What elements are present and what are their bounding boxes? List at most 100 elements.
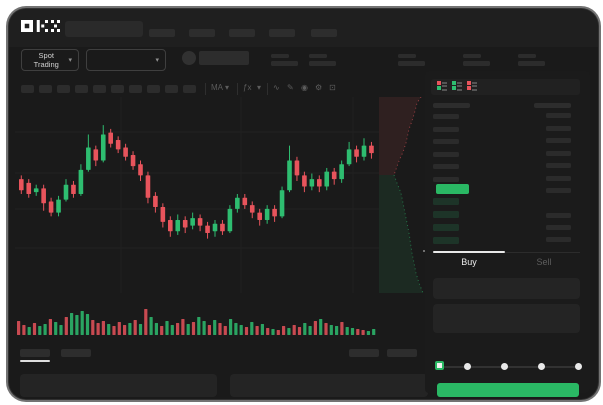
ticker-stat-value	[463, 61, 490, 66]
settings-gear-icon[interactable]: ⚙	[315, 83, 323, 92]
nav-item-placeholder[interactable]	[189, 29, 215, 37]
book-both-icon[interactable]	[437, 81, 448, 92]
book-row	[546, 188, 571, 193]
orderbook-col-header	[534, 103, 571, 108]
book-row	[546, 213, 571, 218]
amount-slider-handle[interactable]	[435, 361, 444, 370]
draw-tool-icon[interactable]: ✎	[287, 83, 294, 92]
line-style-icon[interactable]: ∿	[273, 83, 280, 92]
orderbook-col-header	[433, 103, 470, 108]
book-icon-dots	[452, 81, 456, 92]
bottom-tab-right[interactable]	[349, 349, 379, 357]
chevron-down-icon[interactable]: ▾	[225, 83, 230, 92]
ask-row	[433, 164, 459, 169]
timeframe-button[interactable]	[21, 85, 34, 93]
ask-row	[433, 126, 459, 132]
ask-row	[433, 151, 459, 157]
book-row	[546, 237, 571, 242]
timeframe-button[interactable]	[111, 85, 124, 93]
ticker-stat-label	[518, 54, 536, 58]
ticker-stat-value	[518, 61, 545, 66]
candlestick-chart[interactable]	[15, 97, 379, 293]
bid-row	[433, 237, 459, 244]
orders-panel-placeholder	[20, 374, 217, 397]
slider-stop[interactable]	[464, 363, 471, 370]
history-panel-placeholder	[230, 374, 428, 397]
buy-submit-button[interactable]	[437, 383, 579, 397]
book-row	[546, 225, 571, 230]
last-price-badge	[436, 184, 469, 194]
buy-sell-tab-divider	[433, 252, 580, 253]
chevron-down-icon[interactable]: ▾	[257, 83, 262, 92]
tab-sell[interactable]: Sell	[536, 257, 552, 267]
book-row	[546, 163, 571, 168]
bottom-tab[interactable]	[61, 349, 91, 357]
bottom-tab-underline	[20, 360, 50, 362]
ask-row	[433, 176, 459, 182]
slider-stop[interactable]	[538, 363, 545, 370]
bottom-tab-active[interactable]	[20, 349, 50, 357]
app-window: Spot Trading ▾ ▾ MA ▾ ƒx ▾ ∿ ✎ ◉ ⚙ ⊡	[8, 8, 599, 400]
price-input-placeholder[interactable]	[433, 278, 580, 299]
book-icon-dots	[437, 81, 441, 92]
ticker-stat-value	[271, 61, 298, 66]
ticker-stat-label	[309, 54, 327, 58]
ticker-stat-value	[398, 61, 425, 66]
slider-stop[interactable]	[575, 363, 582, 370]
amount-input-placeholder[interactable]	[433, 304, 580, 333]
timeframe-button[interactable]	[183, 85, 196, 93]
nav-item-placeholder[interactable]	[149, 29, 175, 37]
nav-item-placeholder[interactable]	[229, 29, 255, 37]
depth-chart	[379, 97, 431, 293]
timeframe-button[interactable]	[129, 85, 142, 93]
ticker-stat-label	[463, 54, 481, 58]
ticker-stat-value	[309, 61, 336, 66]
fx-indicators-button[interactable]: ƒx	[243, 83, 252, 92]
nav-item-placeholder[interactable]	[311, 29, 337, 37]
ticker-stat-label	[271, 54, 289, 58]
bid-row	[433, 211, 459, 218]
timeframe-button[interactable]	[57, 85, 70, 93]
pair-selector-dropdown[interactable]: ▾	[86, 49, 166, 71]
pair-name-placeholder	[199, 51, 249, 65]
amount-slider-track[interactable]	[437, 366, 579, 368]
search-input[interactable]	[65, 21, 143, 37]
timeframe-button[interactable]	[147, 85, 160, 93]
book-icon-lines	[457, 81, 462, 92]
book-icon-lines	[472, 81, 477, 92]
ticker-stat-label	[398, 54, 416, 58]
tab-buy[interactable]: Buy	[461, 257, 477, 267]
book-asks-icon[interactable]	[467, 81, 478, 92]
bottom-tab-right[interactable]	[387, 349, 417, 357]
timeframe-button[interactable]	[165, 85, 178, 93]
okx-logo	[21, 19, 63, 38]
ma-indicator-button[interactable]: MA	[211, 83, 223, 92]
book-icon-lines	[442, 81, 447, 92]
bid-row	[433, 224, 459, 231]
timeframe-button[interactable]	[75, 85, 88, 93]
book-bids-icon[interactable]	[452, 81, 463, 92]
timeframe-button[interactable]	[39, 85, 52, 93]
camera-icon[interactable]: ◉	[301, 83, 308, 92]
toolbar-divider	[237, 83, 238, 95]
volume-chart	[17, 309, 376, 335]
nav-item-placeholder[interactable]	[269, 29, 295, 37]
market-type-label: Spot Trading	[33, 51, 59, 69]
book-row	[546, 113, 571, 118]
book-row	[546, 150, 571, 156]
book-row	[546, 125, 571, 131]
timeframe-button[interactable]	[93, 85, 106, 93]
toolbar-divider	[267, 83, 268, 95]
chevron-down-icon: ▾	[68, 56, 72, 64]
market-type-dropdown[interactable]: Spot Trading ▾	[21, 49, 79, 71]
ask-row	[433, 139, 459, 144]
book-row	[546, 138, 571, 143]
toolbar-divider	[205, 83, 206, 95]
pair-coin-icon	[182, 51, 196, 65]
buy-tab-underline	[433, 251, 505, 253]
fullscreen-icon[interactable]: ⊡	[329, 83, 336, 92]
slider-stop[interactable]	[501, 363, 508, 370]
book-icon-dots	[467, 81, 471, 92]
ask-row	[433, 114, 459, 119]
bid-row	[433, 198, 459, 205]
